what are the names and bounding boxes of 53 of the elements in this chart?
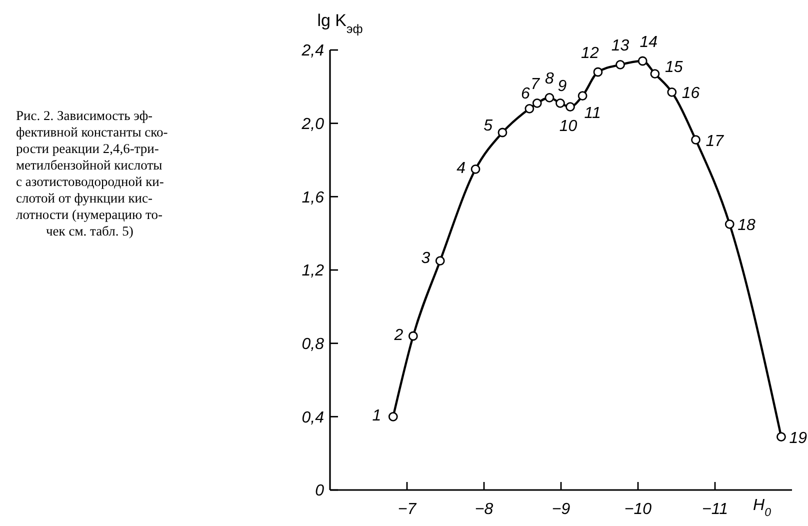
- point: [435, 256, 445, 266]
- annotation: 3: [421, 250, 430, 267]
- annotation: 5: [484, 118, 493, 134]
- point: [691, 135, 700, 145]
- y-tick-label: 0: [315, 482, 324, 500]
- annotation: 12: [581, 45, 599, 62]
- annotation: 15: [664, 58, 683, 76]
- point: [724, 219, 734, 229]
- annotation: 19: [789, 430, 808, 447]
- annotation: 16: [682, 85, 700, 102]
- annotation: 10: [559, 118, 578, 135]
- annotation: 2: [393, 327, 404, 344]
- point: [544, 92, 554, 102]
- point: [566, 102, 575, 112]
- point: [667, 87, 677, 97]
- annotation: 13: [611, 38, 630, 55]
- x-tick-label: −10: [624, 501, 652, 518]
- annotation: 14: [640, 34, 658, 51]
- annotation: 18: [738, 217, 756, 234]
- point: [524, 104, 534, 114]
- annotation: 7: [530, 76, 541, 94]
- point: [532, 98, 542, 108]
- annotation: 8: [544, 70, 554, 88]
- point: [776, 432, 786, 442]
- x-tick-label: −7: [398, 501, 418, 518]
- x-tick-label: −8: [474, 501, 494, 518]
- annotation: 6: [520, 86, 530, 103]
- annotation: 17: [706, 132, 725, 150]
- y-tick-label: 2,4: [300, 42, 324, 60]
- point: [650, 69, 660, 79]
- y-tick-label: 0,8: [302, 336, 324, 353]
- annotation: 4: [456, 160, 466, 178]
- annotation: 11: [584, 104, 601, 122]
- x-tick-label: −9: [552, 501, 570, 518]
- text: Рис. 2. Зависимость эф- фективной константы ско- рости реакции 2,4,6-три- метилбензойной кислоты с азотистоводородной ки- слотой от функции кис- лотности (нумерацию то- чек см. табл. 5): [16, 108, 168, 238]
- y-tick-label: 0,4: [302, 409, 324, 426]
- point: [470, 164, 480, 174]
- y-tick-label: 2,0: [300, 116, 324, 133]
- x-axis-title: H$_{0}$: [753, 497, 772, 519]
- x-tick-label: −11: [702, 501, 728, 518]
- point: [498, 128, 508, 138]
- y-tick-label: 1,6: [302, 189, 324, 206]
- point: [408, 331, 418, 341]
- annotation: 9: [558, 78, 567, 96]
- y-tick-label: 1,2: [302, 262, 324, 280]
- point: [388, 412, 398, 422]
- annotation: 1: [372, 408, 382, 425]
- point: [616, 60, 625, 70]
- point: [556, 98, 565, 108]
- point: [578, 91, 588, 101]
- y-axis-title: lg K$_{эф}$: [317, 11, 363, 36]
- point: [638, 56, 648, 66]
- point: [593, 67, 603, 77]
